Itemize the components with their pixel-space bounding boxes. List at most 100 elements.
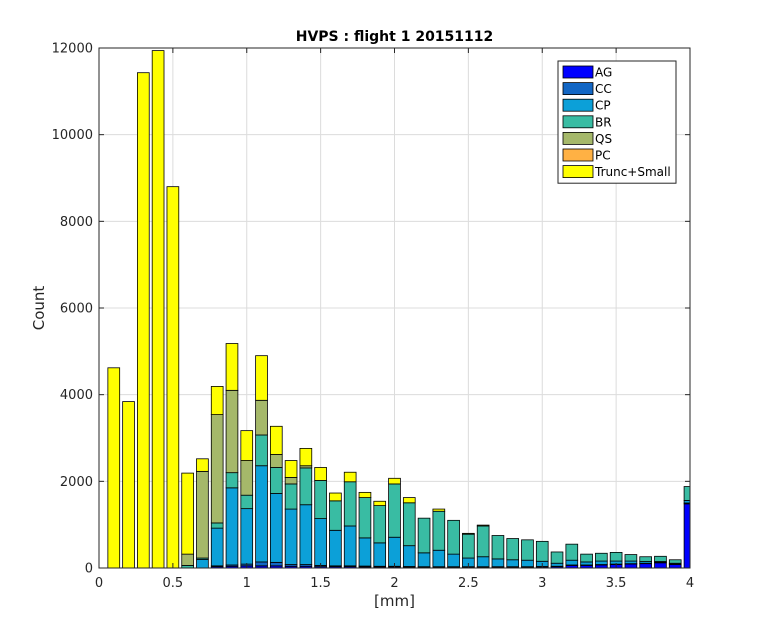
legend-swatch <box>562 165 594 179</box>
legend-label: QS <box>595 132 612 146</box>
bar-cp <box>491 558 505 568</box>
bar-br <box>299 467 313 506</box>
bar-cp <box>196 558 209 569</box>
legend-label: CP <box>595 99 611 113</box>
bar-br <box>417 517 431 554</box>
bar-cp <box>343 525 357 567</box>
legend-swatch <box>562 115 594 129</box>
y-tick-label: 8000 <box>60 215 93 230</box>
bar-trunc-small <box>402 497 416 504</box>
bar-br <box>550 551 564 564</box>
bar-trunc-small <box>240 430 254 461</box>
bar-cp <box>299 504 313 565</box>
legend: AG CC CP BR QS PC Trunc+Small <box>557 60 677 184</box>
bar-trunc-small <box>166 186 180 569</box>
bar-qs <box>269 454 283 468</box>
x-tick-label: 2.5 <box>458 576 479 591</box>
legend-label: CC <box>595 82 612 96</box>
bar-br <box>668 559 682 564</box>
bar-br <box>639 556 652 562</box>
bar-cp <box>225 487 239 566</box>
bar-br <box>580 553 593 563</box>
bar-trunc-small <box>137 72 150 569</box>
legend-swatch <box>562 131 594 145</box>
y-tick-labels: 0 2000 4000 6000 8000 10000 12000 <box>52 42 93 577</box>
bar-cp <box>314 518 327 566</box>
bar-trunc-small <box>358 491 372 498</box>
bar-cp <box>432 549 446 568</box>
bar-cp <box>476 556 490 568</box>
bar-trunc-small <box>196 458 209 472</box>
bar-trunc-small <box>476 524 490 527</box>
bar-br <box>609 552 623 562</box>
bar-trunc-small <box>284 460 298 478</box>
y-tick-label: 0 <box>85 562 93 577</box>
x-tick-label: 1 <box>243 576 251 591</box>
bar-cp <box>447 553 460 568</box>
y-tick-label: 12000 <box>52 42 93 57</box>
bar-trunc-small <box>122 401 135 569</box>
bar-br <box>225 472 239 489</box>
chart-title: HVPS : flight 1 20151112 <box>296 29 494 45</box>
bar-cp <box>210 527 224 567</box>
bar-cp <box>373 542 387 567</box>
x-tick-label: 3 <box>538 576 546 591</box>
bar-trunc-small <box>432 508 446 512</box>
y-tick-label: 6000 <box>60 302 93 317</box>
bar-trunc-small <box>314 467 327 481</box>
bar-cp <box>506 559 520 568</box>
bar-cp <box>595 560 608 565</box>
bar-br <box>210 522 224 529</box>
bar-qs <box>240 460 254 496</box>
x-tick-label: 1.5 <box>310 576 331 591</box>
legend-swatch <box>562 98 594 112</box>
bar-ag <box>668 564 682 569</box>
bar-br <box>240 494 254 510</box>
bar-br <box>284 483 298 510</box>
bar-qs <box>181 553 194 566</box>
y-tick-label: 10000 <box>52 128 93 143</box>
bar-trunc-small <box>373 500 387 506</box>
bar-br <box>314 480 327 520</box>
bar-cp <box>240 508 254 565</box>
bar-ag <box>639 563 652 569</box>
x-axis-label: [mm] <box>374 592 415 610</box>
x-tick-label: 0.5 <box>163 576 184 591</box>
bar-br <box>447 519 460 555</box>
bar-br <box>535 540 549 562</box>
bar-br <box>624 554 638 562</box>
legend-swatch <box>562 82 594 95</box>
legend-label: PC <box>595 149 611 163</box>
bar-cp <box>402 545 416 567</box>
bar-br <box>476 525 490 558</box>
bar-qs <box>255 399 268 436</box>
bar-br <box>565 543 579 561</box>
bar-cp <box>550 562 564 567</box>
bar-br <box>683 486 691 501</box>
bar-br <box>343 481 357 527</box>
y-tick-label: 4000 <box>60 388 93 403</box>
bar-cp <box>269 493 283 563</box>
bar-cp <box>255 465 268 563</box>
bar-trunc-small <box>210 386 224 415</box>
bar-br <box>329 500 342 531</box>
legend-swatch <box>562 148 594 162</box>
x-tick-label: 4 <box>686 576 694 591</box>
bar-cp <box>417 552 431 568</box>
bar-br <box>462 533 475 559</box>
legend-swatch <box>562 65 594 79</box>
x-tick-label: 3.5 <box>606 576 627 591</box>
bar-qs <box>196 470 209 559</box>
bar-br <box>491 535 505 560</box>
bar-cp <box>565 559 579 566</box>
bar-trunc-small <box>269 425 283 455</box>
bar-br <box>521 539 534 561</box>
bar-trunc-small <box>329 492 342 502</box>
bar-cp <box>521 559 534 568</box>
legend-label: BR <box>595 115 612 129</box>
x-tick-labels: 0 0.5 1 1.5 2 2.5 3 3.5 4 <box>95 576 694 591</box>
bar-trunc-small <box>388 477 401 485</box>
bar-ag <box>624 563 638 569</box>
bar-cp <box>284 508 298 565</box>
